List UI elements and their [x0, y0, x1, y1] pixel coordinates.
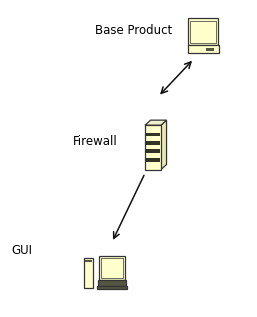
Bar — [188, 45, 218, 53]
Bar — [101, 258, 123, 278]
Text: GUI: GUI — [11, 244, 32, 257]
Bar — [146, 141, 160, 145]
Bar — [97, 286, 127, 289]
Text: Firewall: Firewall — [73, 134, 117, 148]
Bar — [188, 18, 218, 45]
Bar — [146, 149, 160, 153]
Bar — [190, 21, 216, 43]
Bar — [146, 158, 160, 162]
Text: Base Product: Base Product — [95, 23, 172, 37]
Bar — [145, 125, 161, 170]
Bar — [146, 133, 160, 136]
Bar — [85, 260, 92, 262]
Bar — [98, 280, 126, 286]
Polygon shape — [145, 120, 167, 125]
Polygon shape — [161, 120, 167, 170]
Bar — [84, 257, 93, 288]
Bar — [206, 48, 214, 51]
Bar — [99, 256, 125, 280]
